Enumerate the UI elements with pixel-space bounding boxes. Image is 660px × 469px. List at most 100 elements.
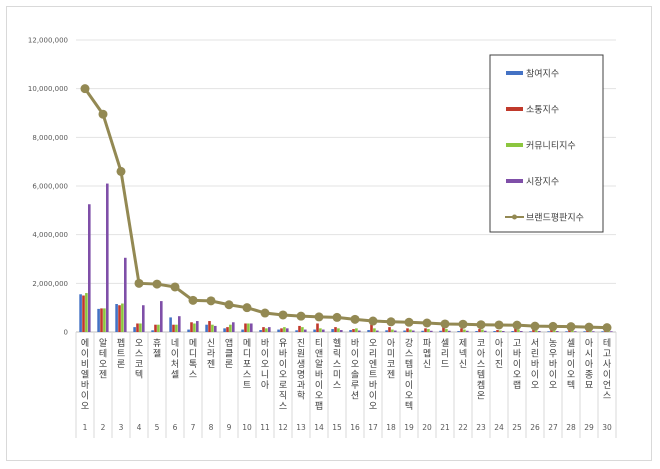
bar-소통지수 [118, 305, 121, 332]
category-label-char: 네 [171, 338, 179, 349]
line-point [602, 323, 612, 333]
category-label-char: 바 [549, 359, 558, 370]
bar-커뮤니티지수 [175, 324, 178, 332]
category-label-char: 스 [405, 349, 413, 360]
category-label-char: 오 [351, 359, 359, 370]
rank-label: 14 [314, 423, 324, 432]
bar-커뮤니티지수 [319, 328, 322, 332]
rank-label: 22 [458, 423, 468, 432]
bar-참여지수 [385, 330, 388, 332]
rank-label: 6 [173, 423, 178, 432]
category-label-char: 신 [207, 338, 215, 349]
category-label-char: 직 [279, 391, 287, 402]
bar-커뮤니티지수 [157, 324, 160, 332]
rank-label: 4 [137, 423, 142, 432]
bar-참여지수 [421, 330, 424, 332]
category-label-char: 팹 [315, 401, 323, 412]
bar-시장지수 [484, 330, 487, 332]
bar-참여지수 [79, 294, 82, 332]
legend-swatch [506, 143, 523, 147]
bar-참여지수 [241, 329, 244, 332]
line-point [188, 295, 198, 305]
bar-소통지수 [370, 324, 373, 332]
category-label-char: 알 [315, 359, 323, 370]
category-label-char: 고 [603, 350, 611, 360]
category-label-char: 젠 [387, 370, 395, 381]
bar-참여지수 [601, 331, 604, 332]
category-label-char: 코 [135, 360, 143, 370]
bar-커뮤니티지수 [355, 328, 358, 332]
category-label-char: 이 [603, 370, 611, 381]
category-label-char: 오 [369, 338, 377, 349]
category-label-char: 유 [279, 338, 287, 349]
line-point [422, 318, 432, 328]
bar-참여지수 [439, 330, 442, 332]
category-label-char: 셀 [567, 338, 575, 349]
category-label-char: 스 [189, 370, 197, 381]
category-label-char: 리 [441, 349, 449, 360]
category-label-char: 릭 [333, 348, 341, 360]
bar-참여지수 [313, 329, 316, 332]
bar-소통지수 [154, 324, 157, 332]
category-label-char: 멥 [423, 348, 431, 360]
category-label-char: 오 [81, 401, 89, 412]
legend-swatch [506, 107, 523, 111]
category-label-char: 묘 [585, 381, 593, 391]
rank-label: 17 [368, 423, 378, 432]
bar-커뮤니티지수 [391, 329, 394, 332]
bar-참여지수 [403, 330, 406, 332]
y-tick-label: 10,000,000 [28, 85, 68, 93]
bar-커뮤니티지수 [463, 329, 466, 332]
rank-label: 8 [209, 423, 214, 432]
category-label-char: 코 [387, 360, 395, 370]
line-point [116, 166, 126, 176]
category-label-char: 디 [243, 349, 251, 360]
bar-커뮤니티지수 [553, 330, 556, 332]
bar-커뮤니티지수 [85, 293, 88, 332]
bar-소통지수 [406, 328, 409, 332]
bar-소통지수 [298, 325, 301, 332]
legend-marker [512, 214, 517, 220]
bar-소통지수 [280, 328, 283, 332]
category-label-char: 포 [243, 360, 251, 370]
category-label-char: 과 [297, 380, 305, 391]
category-label-char: 온 [477, 391, 485, 402]
category-label-char: 펩 [117, 338, 125, 349]
category-label-char: 클 [225, 349, 233, 360]
bar-참여지수 [547, 331, 550, 332]
bar-시장지수 [196, 321, 199, 332]
rank-label: 9 [227, 423, 232, 432]
bar-참여지수 [205, 324, 208, 332]
category-label-char: 라 [207, 349, 216, 360]
bar-참여지수 [349, 330, 352, 332]
legend-swatch [506, 71, 523, 75]
category-label-char: 젠 [99, 370, 107, 381]
bar-시장지수 [376, 330, 379, 332]
bar-시장지수 [286, 328, 289, 332]
category-label-char: 이 [549, 370, 557, 381]
category-label-char: 테 [603, 338, 611, 349]
category-label-char: 이 [261, 349, 269, 360]
bar-참여지수 [295, 330, 298, 332]
bar-커뮤니티지수 [409, 329, 412, 332]
bar-소통지수 [262, 327, 265, 332]
bar-커뮤니티지수 [193, 323, 196, 332]
category-label-char: 이 [81, 349, 89, 360]
bar-소통지수 [226, 327, 229, 332]
bar-시장지수 [502, 331, 505, 332]
bar-시장지수 [466, 330, 469, 332]
category-label-char: 이 [171, 349, 179, 360]
bar-참여지수 [475, 331, 478, 332]
bar-시장지수 [178, 316, 181, 332]
bar-소통지수 [478, 329, 481, 332]
category-label-char: 오 [279, 370, 287, 381]
category-label-char: 아 [261, 380, 270, 391]
category-label-char: 스 [279, 401, 287, 412]
category-label-char: 텍 [405, 401, 413, 412]
y-tick-label: 12,000,000 [28, 37, 68, 45]
line-point [152, 279, 162, 289]
line-point [386, 317, 396, 327]
category-label-char: 이 [513, 359, 521, 370]
category-label-char: 템 [477, 369, 485, 381]
